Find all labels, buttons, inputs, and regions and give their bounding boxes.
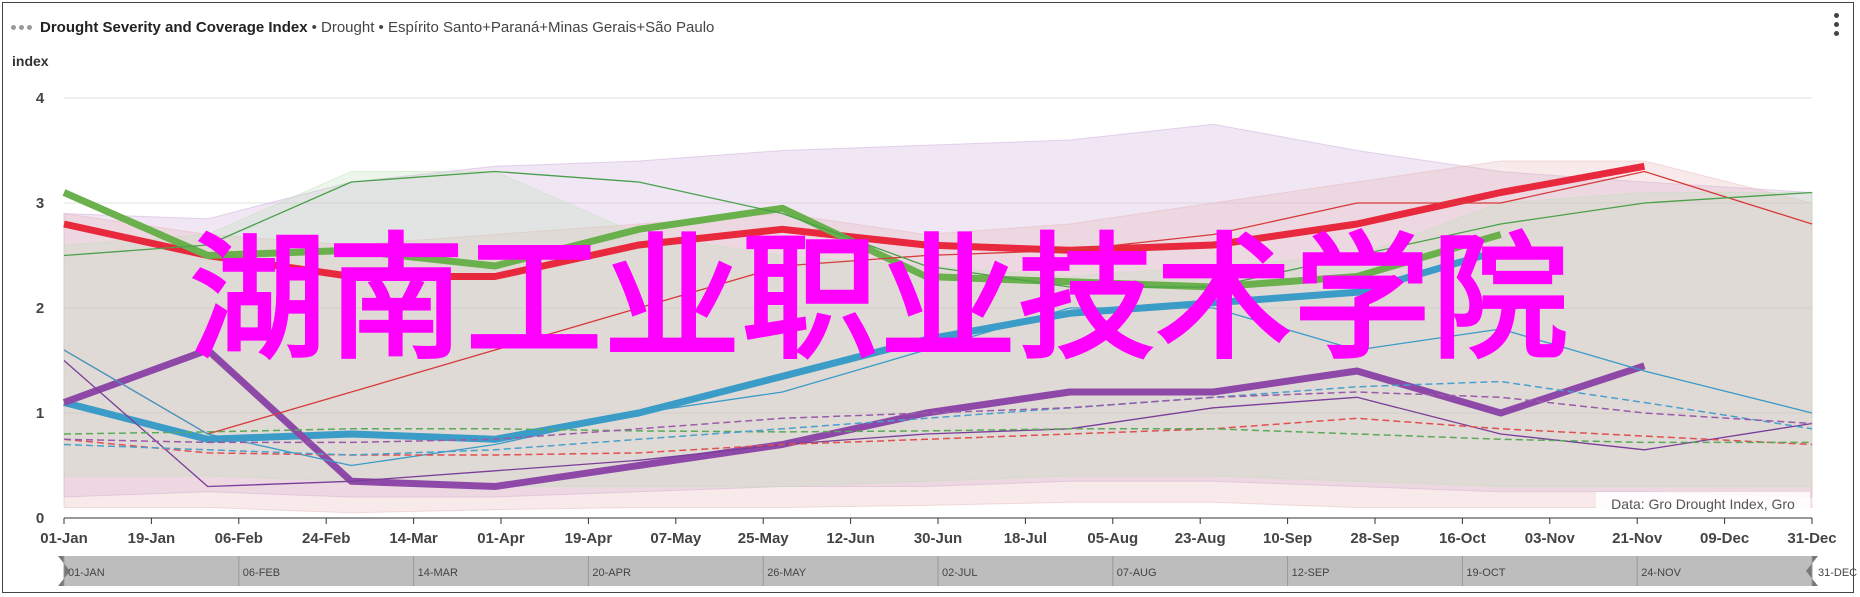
navigator-label-6: 07-AUG (1117, 567, 1157, 579)
navigator-label-4: 26-MAY (767, 567, 807, 579)
x-tick-label-7: 07-May (650, 530, 702, 547)
x-tick-label-8: 25-May (738, 530, 790, 547)
y-tick-label-0: 0 (36, 510, 44, 527)
x-tick-label-4: 14-Mar (389, 530, 438, 547)
x-tick-label-12: 05-Aug (1087, 530, 1138, 547)
series-line-10 (63, 380, 1813, 456)
x-tick-label-20: 31-Dec (1787, 530, 1836, 547)
x-tick-label-17: 03-Nov (1525, 530, 1576, 547)
navigator-label-5: 02-JUL (942, 567, 977, 579)
x-tick-label-0: 01-Jan (40, 530, 88, 547)
x-tick-label-1: 19-Jan (128, 530, 176, 547)
series-lines (62, 162, 1813, 490)
y-tick-label-2: 2 (36, 300, 44, 317)
y-axis-label: index (12, 53, 49, 69)
x-tick-label-16: 16-Oct (1439, 530, 1486, 547)
series-line-7 (63, 360, 1813, 488)
x-tick-label-5: 01-Apr (477, 530, 525, 547)
time-navigator: 01-JAN 06-FEB 14-MAR 20-APR 26-MAY 02-JUL 07-A… (58, 556, 1857, 586)
x-tick-label-2: 06-Feb (215, 530, 263, 547)
x-tick-label-9: 12-Jun (826, 530, 874, 547)
series-line-11 (63, 391, 1813, 444)
x-tick-label-15: 28-Sep (1350, 530, 1399, 547)
navigator-label-8: 19-OCT (1466, 567, 1505, 579)
navigator-label-9: 24-NOV (1641, 567, 1681, 579)
chart-subtitle: • Drought • Espírito Santo+Paraná+Minas … (311, 18, 715, 36)
chart-title: Drought Severity and Coverage Index (40, 18, 308, 36)
y-tick-label-1: 1 (36, 405, 44, 422)
data-credit: Data: Gro Drought Index, Gro (1596, 492, 1810, 516)
series-line-6 (63, 307, 1813, 467)
x-tick-label-19: 09-Dec (1700, 530, 1749, 547)
x-tick-label-10: 30-Jun (914, 530, 962, 547)
more-options-icon[interactable] (1834, 13, 1839, 36)
x-tick-label-18: 21-Nov (1612, 530, 1663, 547)
navigator-label-10: 31-DEC (1818, 567, 1857, 579)
navigator-label-2: 14-MAR (418, 567, 458, 579)
series-line-3 (62, 346, 1646, 490)
navigator-label-3: 20-APR (592, 567, 631, 579)
watermark-text: 湖南工业职业技术学院 (190, 221, 1570, 379)
navigator-label-0: 01-JAN (68, 567, 105, 579)
chart-header: Drought Severity and Coverage Index • Dr… (11, 17, 714, 37)
y-axis-ticks: 0 1 2 3 4 (36, 90, 45, 527)
x-tick-label-14: 10-Sep (1263, 530, 1312, 547)
x-axis-ticks: 01-Jan 19-Jan 06-Feb 24-Feb 14-Mar 01-Apr 19-A… (40, 517, 1837, 547)
series-line-0 (63, 162, 1646, 280)
x-tick-label-11: 18-Jul (1004, 530, 1047, 547)
navigator-label-7: 12-SEP (1292, 567, 1330, 579)
series-line-9 (63, 428, 1812, 444)
series-line-4 (63, 170, 1813, 435)
x-tick-label-6: 19-Apr (565, 530, 613, 547)
x-tick-label-13: 23-Aug (1175, 530, 1226, 547)
y-tick-label-4: 4 (36, 90, 45, 107)
y-tick-label-3: 3 (36, 195, 44, 212)
drag-handle-icon[interactable] (11, 24, 32, 30)
x-tick-label-3: 24-Feb (302, 530, 350, 547)
series-line-1 (62, 189, 1502, 291)
navigator-label-1: 06-FEB (243, 567, 280, 579)
series-line-5 (63, 170, 1813, 288)
range-bands (63, 123, 1813, 514)
